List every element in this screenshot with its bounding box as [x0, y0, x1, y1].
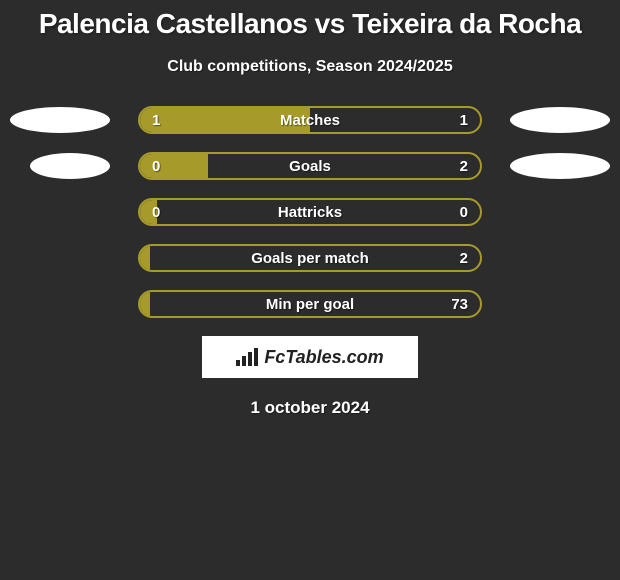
logo-text: FcTables.com: [264, 347, 383, 368]
stat-label: Matches: [140, 112, 480, 129]
stat-row: Goals per match2: [0, 244, 620, 272]
comparison-chart: 1Matches10Goals20Hattricks0Goals per mat…: [0, 106, 620, 318]
stat-label: Hattricks: [140, 204, 480, 221]
stat-row: 0Goals2: [0, 152, 620, 180]
stat-value-right: 2: [460, 158, 468, 175]
stat-value-right: 2: [460, 250, 468, 267]
stat-value-right: 0: [460, 204, 468, 221]
player-marker-left: [10, 107, 110, 133]
stat-bar: 0Goals2: [138, 152, 482, 180]
stat-value-right: 1: [460, 112, 468, 129]
stat-row: Min per goal73: [0, 290, 620, 318]
chart-icon: [236, 348, 258, 366]
stat-bar: 1Matches1: [138, 106, 482, 134]
stat-value-right: 73: [451, 296, 468, 313]
page-title: Palencia Castellanos vs Teixeira da Roch…: [0, 0, 620, 40]
logo-badge: FcTables.com: [202, 336, 418, 378]
player-marker-right: [510, 107, 610, 133]
stat-bar: Min per goal73: [138, 290, 482, 318]
player-marker-right: [510, 153, 610, 179]
stat-label: Min per goal: [140, 296, 480, 313]
stat-row: 1Matches1: [0, 106, 620, 134]
stat-label: Goals per match: [140, 250, 480, 267]
stat-bar: 0Hattricks0: [138, 198, 482, 226]
footer-date: 1 october 2024: [0, 398, 620, 418]
stat-label: Goals: [140, 158, 480, 175]
stat-row: 0Hattricks0: [0, 198, 620, 226]
subtitle: Club competitions, Season 2024/2025: [0, 58, 620, 76]
player-marker-left: [30, 153, 110, 179]
stat-bar: Goals per match2: [138, 244, 482, 272]
